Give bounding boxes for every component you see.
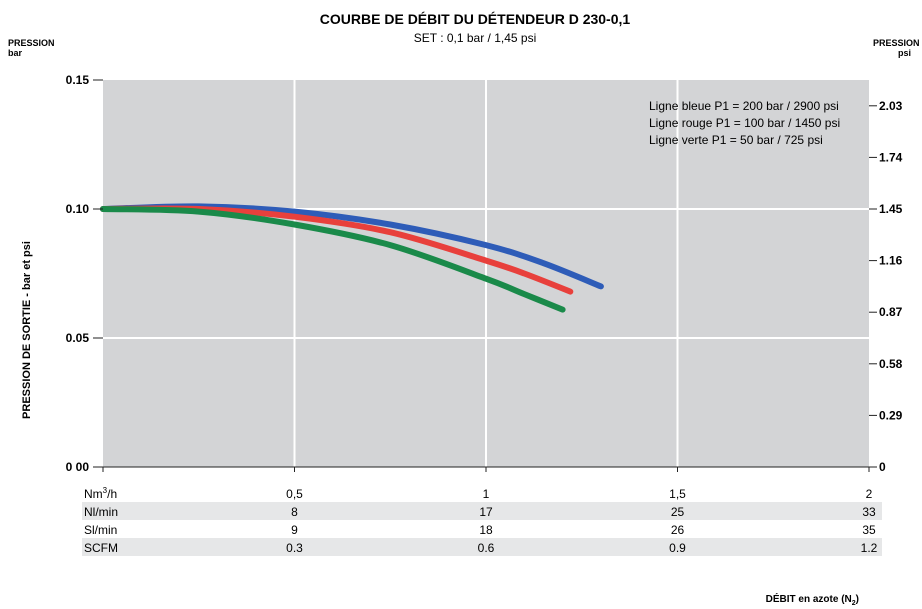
x-axis-label-main: DÉBIT en azote (N <box>766 592 852 605</box>
legend-line-blue: Ligne bleue P1 = 200 bar / 2900 psi <box>649 99 839 113</box>
table-row-label: Nl/min <box>84 505 118 519</box>
y-right-tick-label: 1.45 <box>879 202 903 216</box>
table-row-label-sup: 3 <box>103 486 108 495</box>
table-row-label: Nm3/h <box>84 486 117 501</box>
table-cell: 1 <box>483 487 490 501</box>
table-cell: 0.6 <box>478 541 495 555</box>
left-axis-name: PRESSION <box>8 38 55 48</box>
table-row-label-text: SCFM <box>84 541 118 555</box>
table-row-label-end: /h <box>107 487 117 501</box>
table-cell: 8 <box>291 505 298 519</box>
table-row-label-text: Sl/min <box>84 523 117 537</box>
y-left-tick-label: 0.05 <box>66 331 90 345</box>
table-row-shade <box>82 538 882 556</box>
y-right-tick-label: 0 <box>879 460 886 474</box>
table-cell: 2 <box>866 487 873 501</box>
y-right-tick-label: 2.03 <box>879 99 903 113</box>
y-left-tick-label: 0.10 <box>66 202 90 216</box>
table-cell: 33 <box>862 505 876 519</box>
chart-subtitle: SET : 0,1 bar / 1,45 psi <box>414 31 537 45</box>
x-axis-label-sub: 2 <box>852 600 856 607</box>
table-cell: 0.9 <box>669 541 686 555</box>
y-right-tick-label: 0.29 <box>879 408 903 422</box>
x-axis-label: DÉBIT en azote (N2) <box>766 592 859 607</box>
table-cell: 1,5 <box>669 487 686 501</box>
legend: Ligne bleue P1 = 200 bar / 2900 psi Lign… <box>649 99 840 147</box>
legend-line-green: Ligne verte P1 = 50 bar / 725 psi <box>649 133 823 147</box>
y-left-tick-label: 0.15 <box>66 73 90 87</box>
table-cell: 9 <box>291 523 298 537</box>
series-line-green <box>100 206 566 313</box>
table-row-label-text: Nm <box>84 487 103 501</box>
table-cell: 18 <box>479 523 493 537</box>
table-row-label: Sl/min <box>84 523 117 537</box>
y-left-tick-label: 0 00 <box>66 460 90 474</box>
table-cell: 35 <box>862 523 876 537</box>
chart-title: COURBE DE DÉBIT DU DÉTENDEUR D 230-0,1 <box>320 11 631 27</box>
y-axis-label: PRESSION DE SORTIE - bar et psi <box>21 241 33 419</box>
y-right-tick-label: 1.74 <box>879 150 903 164</box>
table-cell: 0.3 <box>286 541 303 555</box>
table-row-shade <box>82 502 882 520</box>
y-right-tick-label: 0.87 <box>879 305 903 319</box>
right-axis-unit: psi <box>898 48 911 58</box>
right-axis-name: PRESSION <box>873 38 920 48</box>
table-cell: 26 <box>671 523 685 537</box>
y-right-tick-label: 1.16 <box>879 254 903 268</box>
table-cell: 0,5 <box>286 487 303 501</box>
table-row-label: SCFM <box>84 541 118 555</box>
table-cell: 1.2 <box>861 541 878 555</box>
table-row-label-text: Nl/min <box>84 505 118 519</box>
table-cell: 25 <box>671 505 685 519</box>
x-axis-label-end: ) <box>856 594 859 605</box>
left-axis-unit: bar <box>8 48 23 58</box>
table-cell: 17 <box>479 505 493 519</box>
y-right-tick-label: 0.58 <box>879 357 903 371</box>
legend-line-red: Ligne rouge P1 = 100 bar / 1450 psi <box>649 116 840 130</box>
